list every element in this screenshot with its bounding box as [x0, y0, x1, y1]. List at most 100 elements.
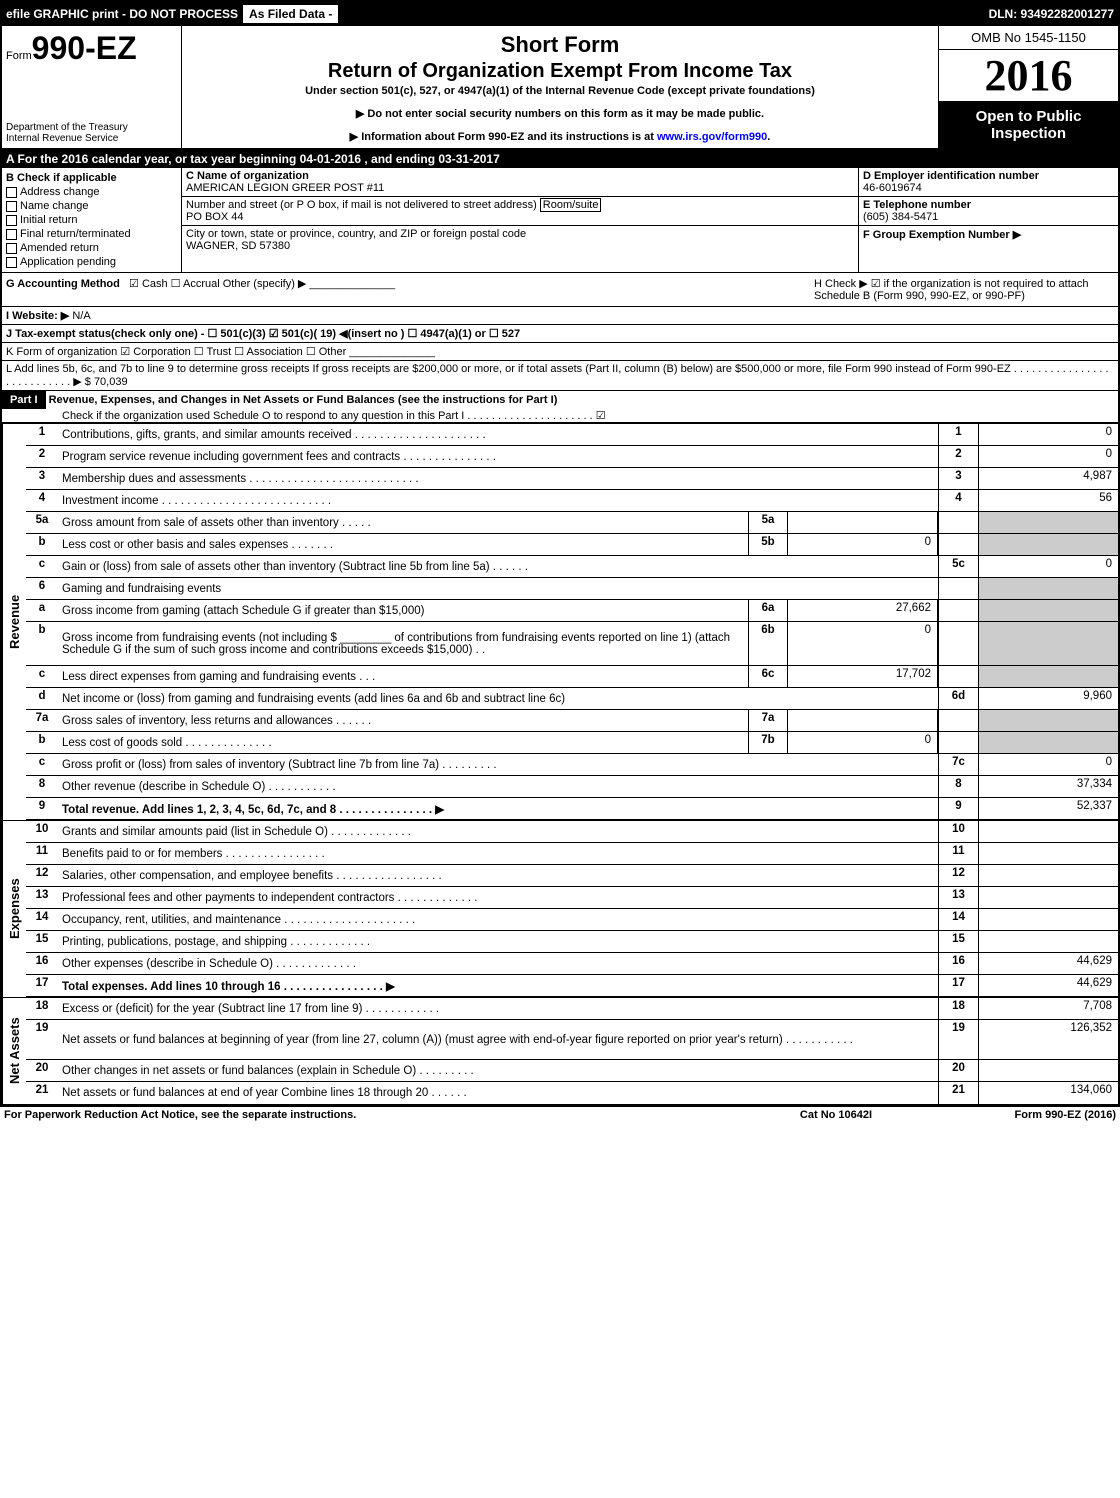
city-label: City or town, state or province, country…	[186, 228, 526, 240]
check-amended[interactable]	[6, 243, 17, 254]
line-9-desc: Total revenue. Add lines 1, 2, 3, 4, 5c,…	[58, 798, 938, 819]
title-return: Return of Organization Exempt From Incom…	[190, 60, 930, 83]
line-10-val	[978, 821, 1118, 842]
line-18-desc: Excess or (deficit) for the year (Subtra…	[58, 998, 938, 1019]
form-no-big: 990-EZ	[32, 30, 137, 66]
street-label: Number and street (or P O box, if mail i…	[186, 199, 537, 211]
line-13-desc: Professional fees and other payments to …	[58, 887, 938, 908]
check-pending[interactable]	[6, 257, 17, 268]
row-l-val: 70,039	[94, 376, 128, 388]
part-i-header: Part I Revenue, Expenses, and Changes in…	[2, 391, 1118, 423]
open-public: Open to Public Inspection	[939, 102, 1118, 148]
line-6a-desc: Gross income from gaming (attach Schedul…	[58, 600, 748, 621]
footer: For Paperwork Reduction Act Notice, see …	[0, 1106, 1120, 1123]
line-18-val: 7,708	[978, 998, 1118, 1019]
row-k: K Form of organization ☑ Corporation ☐ T…	[2, 343, 1118, 361]
line-5b-val: 0	[788, 534, 938, 555]
ein-cell: D Employer identification number 46-6019…	[859, 168, 1118, 197]
line-6c-val: 17,702	[788, 666, 938, 687]
line-4-val: 56	[978, 490, 1118, 511]
line-10-desc: Grants and similar amounts paid (list in…	[58, 821, 938, 842]
line-7c-desc: Gross profit or (loss) from sales of inv…	[58, 754, 938, 775]
city: WAGNER, SD 57380	[186, 240, 290, 252]
line-14-val	[978, 909, 1118, 930]
check-final[interactable]	[6, 229, 17, 240]
row-j: J Tax-exempt status(check only one) - ☐ …	[2, 325, 1118, 343]
row-i: I Website: ▶ N/A	[2, 307, 1118, 325]
header-center: Short Form Return of Organization Exempt…	[182, 26, 938, 148]
row-l-text: L Add lines 5b, 6c, and 7b to line 9 to …	[6, 363, 1109, 388]
check-name[interactable]	[6, 201, 17, 212]
line-2-val: 0	[978, 446, 1118, 467]
row-g: G Accounting Method ☑ Cash ☐ Accrual Oth…	[2, 273, 1118, 307]
line-6b-val: 0	[788, 622, 938, 665]
group-cell: F Group Exemption Number ▶	[859, 226, 1118, 243]
side-netassets: Net Assets	[2, 998, 26, 1104]
line-6d-desc: Net income or (loss) from gaming and fun…	[58, 688, 938, 709]
line-5c-val: 0	[978, 556, 1118, 577]
ein: 46-6019674	[863, 182, 922, 194]
line-19-desc: Net assets or fund balances at beginning…	[58, 1020, 938, 1059]
form-number: Form990-EZ	[6, 30, 177, 67]
g-opts: ☑ Cash ☐ Accrual Other (specify) ▶	[129, 278, 306, 290]
open-line2: Inspection	[941, 125, 1116, 142]
info-link[interactable]: www.irs.gov/form990	[657, 131, 767, 143]
line-6c-desc: Less direct expenses from gaming and fun…	[58, 666, 748, 687]
phone-cell: E Telephone number (605) 384-5471	[859, 197, 1118, 226]
revenue-section: Revenue 1Contributions, gifts, grants, a…	[2, 423, 1118, 820]
line-6-desc: Gaming and fundraising events	[58, 578, 938, 599]
tax-year: 2016	[939, 50, 1118, 102]
website-label: I Website: ▶	[6, 310, 69, 322]
line-4-desc: Investment income . . . . . . . . . . . …	[58, 490, 938, 511]
line-11-desc: Benefits paid to or for members . . . . …	[58, 843, 938, 864]
check-initial[interactable]	[6, 215, 17, 226]
line-15-val	[978, 931, 1118, 952]
subtitle: Under section 501(c), 527, or 4947(a)(1)…	[190, 85, 930, 97]
line-1-desc: Contributions, gifts, grants, and simila…	[58, 424, 938, 445]
line-17-desc: Total expenses. Add lines 10 through 16 …	[58, 975, 938, 996]
check-name-label: Name change	[20, 200, 89, 212]
row-a: A For the 2016 calendar year, or tax yea…	[2, 150, 1118, 168]
part-i-check: Check if the organization used Schedule …	[2, 410, 606, 422]
check-address-label: Address change	[20, 186, 100, 198]
line-20-val	[978, 1060, 1118, 1081]
part-i-label: Part I	[2, 391, 46, 409]
line-5c-desc: Gain or (loss) from sale of assets other…	[58, 556, 938, 577]
line-12-val	[978, 865, 1118, 886]
line-5b-desc: Less cost or other basis and sales expen…	[58, 534, 748, 555]
line-11-val	[978, 843, 1118, 864]
line-12-desc: Salaries, other compensation, and employ…	[58, 865, 938, 886]
info2-text: ▶ Information about Form 990-EZ and its …	[350, 131, 657, 143]
phone-label: E Telephone number	[863, 199, 971, 211]
footer-mid: Cat No 10642I	[736, 1109, 936, 1121]
check-amended-label: Amended return	[20, 242, 99, 254]
as-filed-label: As Filed Data -	[242, 4, 339, 24]
line-7b-desc: Less cost of goods sold . . . . . . . . …	[58, 732, 748, 753]
line-5a-val	[788, 512, 938, 533]
line-19-val: 126,352	[978, 1020, 1118, 1059]
revenue-body: 1Contributions, gifts, grants, and simil…	[26, 424, 1118, 820]
dln-text: DLN: 93492282001277	[989, 7, 1114, 21]
line-17-val: 44,629	[978, 975, 1118, 996]
netassets-body: 18Excess or (deficit) for the year (Subt…	[26, 998, 1118, 1104]
row-l: L Add lines 5b, 6c, and 7b to line 9 to …	[2, 361, 1118, 391]
org-name: AMERICAN LEGION GREER POST #11	[186, 182, 384, 194]
side-expenses: Expenses	[2, 821, 26, 997]
top-bar: efile GRAPHIC print - DO NOT PROCESS As …	[2, 2, 1118, 26]
part-i-title: Revenue, Expenses, and Changes in Net As…	[49, 394, 558, 406]
row-k-text: K Form of organization ☑ Corporation ☐ T…	[6, 346, 346, 358]
footer-right: Form 990-EZ (2016)	[936, 1109, 1116, 1121]
expenses-body: 10Grants and similar amounts paid (list …	[26, 821, 1118, 997]
check-address[interactable]	[6, 187, 17, 198]
dept-line2: Internal Revenue Service	[6, 133, 177, 144]
phone: (605) 384-5471	[863, 211, 938, 223]
line-21-val: 134,060	[978, 1082, 1118, 1104]
row-g-left: G Accounting Method ☑ Cash ☐ Accrual Oth…	[6, 277, 814, 302]
group-label: F Group Exemption Number ▶	[863, 229, 1021, 241]
row-j-text: J Tax-exempt status(check only one) - ☐ …	[6, 328, 520, 340]
expenses-section: Expenses 10Grants and similar amounts pa…	[2, 820, 1118, 997]
line-1-val: 0	[978, 424, 1118, 445]
line-8-val: 37,334	[978, 776, 1118, 797]
line-14-desc: Occupancy, rent, utilities, and maintena…	[58, 909, 938, 930]
street-cell: Number and street (or P O box, if mail i…	[182, 197, 858, 226]
